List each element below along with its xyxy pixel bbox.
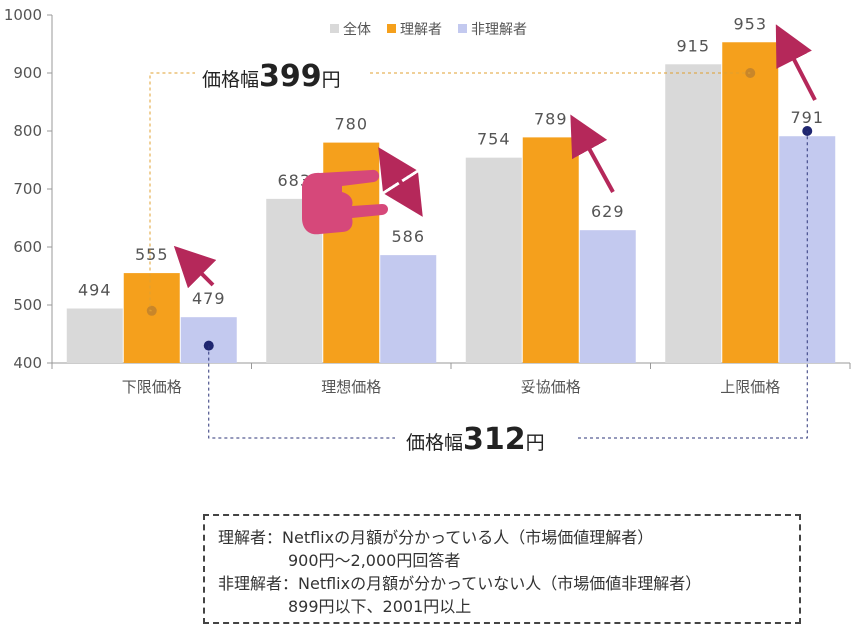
note-non-understander-range: 899円以下、2001円以上 xyxy=(288,597,472,616)
y-tick-label: 1000 xyxy=(4,6,42,24)
legend-label: 理解者 xyxy=(400,22,442,38)
increase-arrow-compromise xyxy=(570,114,615,193)
legend-label: 全体 xyxy=(343,21,371,38)
note-understander-range: 900円〜2,000円回答者 xyxy=(288,551,461,570)
x-tick-label: 上限価格 xyxy=(720,378,780,396)
price-range-bottom-line-right xyxy=(578,131,808,439)
data-label: 754 xyxy=(477,130,511,149)
x-tick-label: 下限価格 xyxy=(122,378,182,396)
bar xyxy=(380,255,437,363)
y-tick-label: 800 xyxy=(13,122,42,140)
bar xyxy=(579,230,636,363)
bar xyxy=(522,137,579,363)
increase-arrow-upper xyxy=(775,24,817,101)
data-label: 494 xyxy=(78,280,112,299)
pointing-hand-icon xyxy=(302,169,388,235)
bar xyxy=(665,64,722,364)
note-understander-definition: 理解者：Netflixの月額が分かっている人（市場価値理解者） xyxy=(218,528,654,547)
y-tick-label: 400 xyxy=(13,354,42,372)
x-tick-label: 理想価格 xyxy=(321,378,381,396)
legend-swatch xyxy=(330,24,339,33)
price-range-top-line-left xyxy=(149,72,195,312)
data-label: 683 xyxy=(277,171,311,190)
increase-arrow-lower xyxy=(173,245,217,289)
bar xyxy=(465,157,522,363)
y-tick-label: 700 xyxy=(13,180,42,198)
legend-swatch xyxy=(458,24,467,33)
gap-arrow-ideal xyxy=(378,147,423,217)
x-tick-label: 妥協価格 xyxy=(521,378,581,396)
legend-label: 非理解者 xyxy=(471,22,527,38)
bar xyxy=(123,273,180,363)
data-label: 915 xyxy=(676,36,710,55)
data-label: 791 xyxy=(790,108,824,127)
bar xyxy=(180,317,237,363)
price-range-top-label: 価格幅399円 xyxy=(202,59,341,94)
y-tick-label: 600 xyxy=(13,238,42,256)
price-range-chart: 400 500 600 700 800 900 1000 下限価格 理想価格 妥協価格 上限価格 4… xyxy=(4,6,851,457)
data-label: 629 xyxy=(591,202,625,221)
data-label: 953 xyxy=(733,14,767,33)
y-tick-label: 500 xyxy=(13,296,42,314)
price-range-bottom-label: 価格幅312円 xyxy=(406,422,545,457)
price-range-bottom-line-left xyxy=(208,345,395,439)
data-label: 479 xyxy=(192,289,226,308)
legend-note-box: 理解者：Netflixの月額が分かっている人（市場価値理解者） 900円〜2,0… xyxy=(203,514,801,624)
y-tick-label: 900 xyxy=(13,64,42,82)
note-non-understander-definition: 非理解者：Netflixの月額が分かっていない人（市場価値非理解者） xyxy=(218,574,702,593)
data-label: 555 xyxy=(135,245,169,264)
legend-swatch xyxy=(387,24,396,33)
bar xyxy=(66,308,123,363)
data-label: 780 xyxy=(334,115,368,134)
bar xyxy=(722,42,779,363)
data-label: 586 xyxy=(391,227,425,246)
data-label: 789 xyxy=(534,109,568,128)
